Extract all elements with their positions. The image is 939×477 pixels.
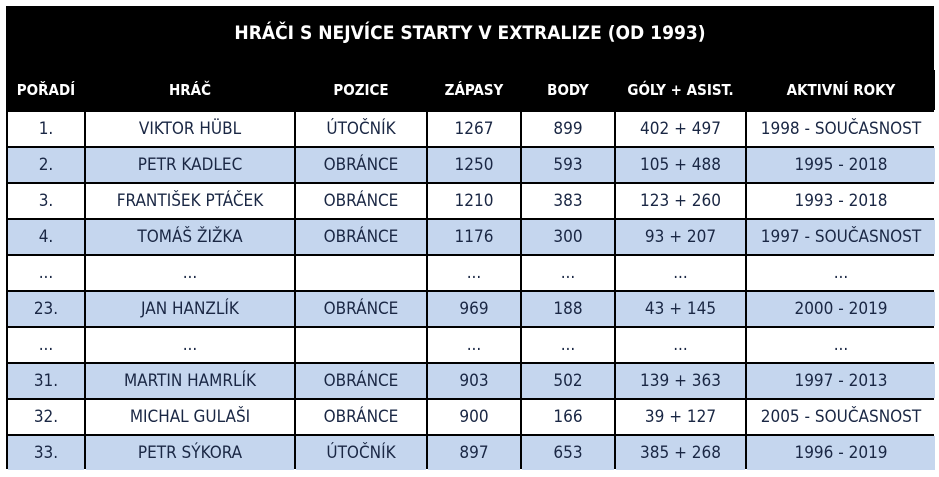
cell-points: ... [522,328,614,362]
table-row: 2. PETR KADLEC OBRÁNCE 1250 593 105 + 48… [8,148,935,182]
cell-position [296,328,426,362]
cell-player: MARTIN HAMRLÍK [86,364,294,398]
cell-active-years: ... [747,328,935,362]
cell-goals-assists: 43 + 145 [616,292,745,326]
cell-rank: 33. [8,436,84,470]
table-row: 32. MICHAL GULAŠI OBRÁNCE 900 166 39 + 1… [8,400,935,434]
cell-active-years: 2005 - SOUČASNOST [747,400,935,434]
cell-player: PETR SÝKORA [86,436,294,470]
table-row-ellipsis: ... ... ... ... ... ... [8,328,935,362]
cell-games: 1267 [428,112,520,146]
cell-points: 899 [522,112,614,146]
header-position: POZICE [296,70,426,110]
header-games: ZÁPASY [428,70,520,110]
cell-active-years: 1997 - SOUČASNOST [747,220,935,254]
cell-active-years: ... [747,256,935,290]
cell-rank: 32. [8,400,84,434]
cell-player: TOMÁŠ ŽIŽKA [86,220,294,254]
cell-active-years: 1997 - 2013 [747,364,935,398]
cell-active-years: 1996 - 2019 [747,436,935,470]
header-row: POŘADÍ HRÁČ POZICE ZÁPASY BODY GÓLY + AS… [8,70,935,110]
cell-rank: 1. [8,112,84,146]
cell-rank: 4. [8,220,84,254]
cell-points: 300 [522,220,614,254]
table-row: 23. JAN HANZLÍK OBRÁNCE 969 188 43 + 145… [8,292,935,326]
cell-position: OBRÁNCE [296,184,426,218]
cell-rank: 2. [8,148,84,182]
cell-points: 593 [522,148,614,182]
table-row: 4. TOMÁŠ ŽIŽKA OBRÁNCE 1176 300 93 + 207… [8,220,935,254]
cell-rank: 31. [8,364,84,398]
cell-player: FRANTIŠEK PTÁČEK [86,184,294,218]
cell-active-years: 1993 - 2018 [747,184,935,218]
cell-rank: ... [8,328,84,362]
players-table: POŘADÍ HRÁČ POZICE ZÁPASY BODY GÓLY + AS… [6,68,937,472]
cell-position: OBRÁNCE [296,400,426,434]
cell-rank: 23. [8,292,84,326]
header-active-years: AKTIVNÍ ROKY [747,70,935,110]
cell-points: 383 [522,184,614,218]
cell-active-years: 1995 - 2018 [747,148,935,182]
header-goals-assists: GÓLY + ASIST. [616,70,745,110]
cell-goals-assists: 39 + 127 [616,400,745,434]
cell-position: OBRÁNCE [296,148,426,182]
table-title: HRÁČI S NEJVÍCE STARTY V EXTRALIZE (OD 1… [234,22,706,44]
cell-games: 897 [428,436,520,470]
cell-position: OBRÁNCE [296,292,426,326]
cell-points: 188 [522,292,614,326]
cell-points: 653 [522,436,614,470]
table-row: 3. FRANTIŠEK PTÁČEK OBRÁNCE 1210 383 123… [8,184,935,218]
cell-player: PETR KADLEC [86,148,294,182]
cell-player: MICHAL GULAŠI [86,400,294,434]
table-row: 31. MARTIN HAMRLÍK OBRÁNCE 903 502 139 +… [8,364,935,398]
cell-points: 166 [522,400,614,434]
cell-goals-assists: 402 + 497 [616,112,745,146]
cell-position [296,256,426,290]
cell-goals-assists: ... [616,256,745,290]
cell-active-years: 2000 - 2019 [747,292,935,326]
header-rank: POŘADÍ [8,70,84,110]
cell-goals-assists: 93 + 207 [616,220,745,254]
cell-games: 969 [428,292,520,326]
table-row: 1. VIKTOR HÜBL ÚTOČNÍK 1267 899 402 + 49… [8,112,935,146]
cell-active-years: 1998 - SOUČASNOST [747,112,935,146]
cell-points: 502 [522,364,614,398]
cell-rank: 3. [8,184,84,218]
cell-player: ... [86,328,294,362]
cell-goals-assists: 139 + 363 [616,364,745,398]
cell-games: 900 [428,400,520,434]
cell-games: ... [428,328,520,362]
table-row: 33. PETR SÝKORA ÚTOČNÍK 897 653 385 + 26… [8,436,935,470]
cell-games: 1176 [428,220,520,254]
header-points: BODY [522,70,614,110]
cell-player: VIKTOR HÜBL [86,112,294,146]
cell-goals-assists: 105 + 488 [616,148,745,182]
stats-table-panel: HRÁČI S NEJVÍCE STARTY V EXTRALIZE (OD 1… [6,6,937,472]
header-player: HRÁČ [86,70,294,110]
cell-goals-assists: 123 + 260 [616,184,745,218]
cell-games: 1210 [428,184,520,218]
cell-goals-assists: ... [616,328,745,362]
cell-rank: ... [8,256,84,290]
cell-games: 903 [428,364,520,398]
cell-position: OBRÁNCE [296,364,426,398]
cell-games: ... [428,256,520,290]
cell-position: OBRÁNCE [296,220,426,254]
cell-goals-assists: 385 + 268 [616,436,745,470]
cell-player: JAN HANZLÍK [86,292,294,326]
cell-points: ... [522,256,614,290]
cell-position: ÚTOČNÍK [296,436,426,470]
cell-position: ÚTOČNÍK [296,112,426,146]
table-row-ellipsis: ... ... ... ... ... ... [8,256,935,290]
cell-player: ... [86,256,294,290]
cell-games: 1250 [428,148,520,182]
